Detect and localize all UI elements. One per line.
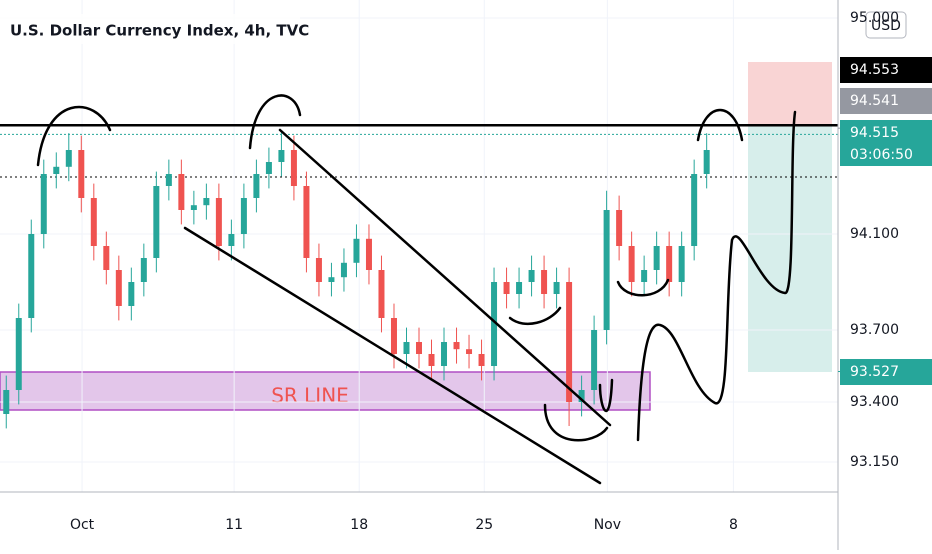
candle-body (328, 277, 335, 282)
stop-zone (748, 62, 832, 125)
x-tick-label: Nov (594, 517, 621, 533)
sr-box (0, 371, 651, 411)
candle-body (491, 282, 498, 366)
candle-body (416, 342, 422, 354)
candle-body (453, 342, 460, 350)
y-tick-label: 93.150 (850, 454, 899, 470)
candle-body (653, 246, 660, 270)
candle-body (315, 258, 322, 282)
currency: USD (871, 18, 901, 34)
arc (543, 403, 609, 442)
candle-body (290, 150, 297, 186)
candle-body (115, 270, 122, 306)
price-tag (840, 57, 932, 83)
drawings (36, 94, 797, 485)
candle-body (566, 282, 573, 402)
candle-body (466, 349, 473, 354)
candle-body (628, 246, 635, 282)
candle-body (165, 174, 172, 186)
candle-body (553, 282, 560, 294)
candle-body (691, 174, 698, 246)
arc (616, 278, 670, 297)
x-tick-label: 11 (225, 517, 243, 533)
candle-body (503, 282, 510, 294)
candle-body (65, 150, 72, 167)
price-tag-label: 94.541 (850, 93, 899, 109)
price-tag-label: 93.527 (850, 364, 899, 380)
candle-body (3, 390, 10, 414)
candle-body (15, 318, 22, 390)
candle-body (178, 174, 185, 210)
candle-body (703, 150, 710, 174)
price-tag (840, 359, 932, 385)
x-tick-label: 8 (729, 517, 738, 533)
candle-body (441, 342, 448, 366)
candle-body (528, 270, 535, 282)
candle-body (365, 238, 372, 270)
y-tick-label: 95.000 (850, 10, 899, 26)
price-tag (840, 120, 932, 166)
candle-body (265, 162, 272, 174)
candle-body (578, 390, 585, 402)
candle-body (190, 205, 197, 210)
currency-box (865, 11, 907, 39)
candle-body (303, 186, 310, 258)
arc (696, 108, 744, 142)
candle-body (78, 150, 85, 198)
candle-body (541, 270, 548, 294)
trendline (278, 128, 612, 427)
candle-body (53, 166, 60, 174)
candle-body (278, 150, 285, 162)
candle-body (340, 262, 347, 278)
candle-body (478, 354, 485, 366)
candle-body (591, 330, 598, 390)
candle-body (253, 174, 260, 198)
countdown: 03:06:50 (850, 147, 913, 163)
title-bg (0, 14, 300, 44)
sr-label: SR LINE (271, 384, 349, 408)
x-tick-label: 18 (350, 517, 368, 533)
candle-body (28, 234, 35, 318)
candle-body (40, 174, 47, 234)
candle-body (128, 282, 135, 306)
x-tick-label: 25 (475, 517, 493, 533)
candle-body (378, 270, 385, 318)
candle-body (203, 198, 210, 206)
candle-body (215, 198, 222, 246)
projection (636, 110, 797, 442)
y-tick-label: 93.700 (850, 322, 899, 338)
arc (508, 306, 562, 326)
candle-body (666, 246, 673, 282)
candle-body (616, 210, 623, 246)
candle-body (228, 234, 235, 246)
candle-body (516, 282, 523, 294)
candle-body (103, 246, 110, 270)
candle-body (353, 238, 360, 263)
candle-body (603, 210, 610, 330)
candle-body (428, 354, 435, 366)
chart-title: U.S. Dollar Currency Index, 4h, TVC (10, 22, 309, 40)
candle-body (140, 258, 147, 282)
arc (36, 105, 112, 167)
x-tick-label: Oct (70, 517, 95, 533)
candle-body (641, 270, 648, 282)
price-tag-label: 94.515 (850, 125, 899, 141)
candle-body (403, 342, 410, 354)
candle-body (153, 186, 160, 258)
candle-body (240, 198, 247, 234)
plot-area: SR LINE (0, 0, 838, 492)
y-tick-label: 93.400 (850, 394, 899, 410)
price-tag (840, 88, 932, 114)
arc (598, 378, 614, 412)
y-tick-label: 94.100 (850, 226, 899, 242)
price-tag-label: 94.553 (850, 62, 899, 78)
trendline (183, 226, 602, 485)
candle-body (390, 318, 397, 354)
arc (248, 94, 302, 150)
candle-body (678, 246, 685, 282)
candle-body (90, 198, 97, 246)
